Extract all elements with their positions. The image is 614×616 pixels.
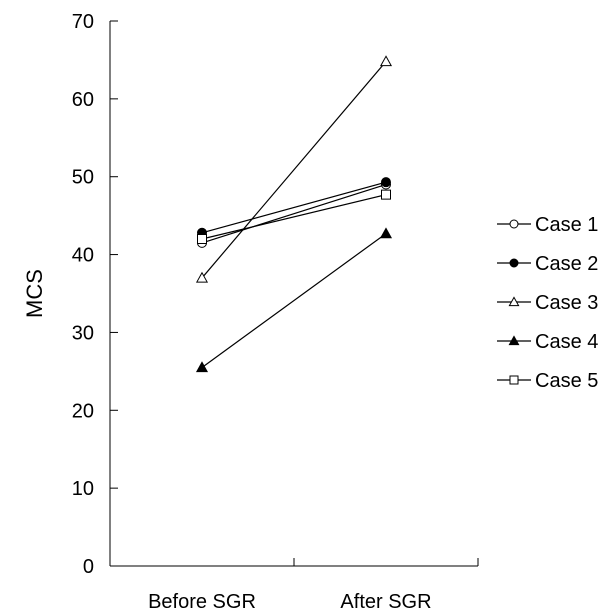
legend-marker (509, 258, 519, 268)
series-3 (195, 55, 393, 283)
y-tick-label: 50 (72, 167, 94, 189)
data-point (381, 189, 391, 200)
series-line (201, 233, 387, 368)
legend-item: Case 2 (497, 253, 598, 275)
legend-label: Case 1 (535, 214, 598, 236)
legend-marker (509, 219, 519, 229)
legend-marker (508, 296, 520, 307)
y-axis-title: MCS (22, 269, 47, 318)
y-tick-label: 60 (72, 89, 94, 111)
legend-marker (508, 335, 520, 346)
y-tick-label: 40 (72, 245, 94, 267)
legend-item: Case 3 (497, 292, 598, 314)
data-point (195, 361, 209, 373)
legend-label: Case 4 (535, 331, 598, 353)
axes: 0 10 20 30 40 50 60 70 Before SGR After SGR (72, 11, 479, 613)
series-4 (195, 227, 393, 373)
y-tick-label: 10 (72, 478, 94, 500)
legend-item: Case 4 (497, 331, 598, 353)
series-line (201, 194, 387, 240)
legend-item: Case 5 (497, 370, 598, 392)
x-tick-label: Before SGR (148, 591, 256, 613)
data-point (381, 177, 391, 188)
x-tick-label: After SGR (340, 591, 431, 613)
legend: Case 1 Case 2 Case 3 Case 4 Case 5 (497, 214, 598, 392)
series-5 (197, 189, 391, 244)
y-tick-label: 20 (72, 400, 94, 422)
series-line (201, 61, 387, 279)
series-line (201, 183, 387, 244)
data-point (197, 234, 207, 244)
legend-item: Case 1 (497, 214, 598, 236)
legend-label: Case 3 (535, 292, 598, 314)
legend-marker (509, 375, 519, 385)
series-2 (197, 177, 391, 238)
y-tick-label: 0 (83, 556, 94, 578)
data-point (379, 227, 393, 239)
series-line (201, 181, 387, 234)
data-point (195, 271, 209, 283)
series-1 (197, 179, 391, 248)
legend-label: Case 2 (535, 253, 598, 275)
y-tick-label: 70 (72, 11, 94, 33)
series-layer (195, 55, 393, 373)
legend-label: Case 5 (535, 370, 598, 392)
data-point (379, 55, 393, 67)
y-tick-label: 30 (72, 322, 94, 344)
